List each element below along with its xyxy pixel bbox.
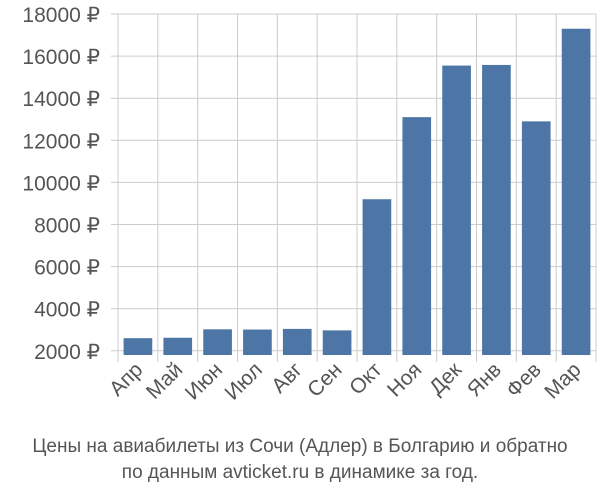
price-bar-chart: 2000 ₽ 4000 ₽ 6000 ₽ 8000 ₽ 10000 ₽ 12000 ₽ 14…: [22, 4, 597, 405]
y-tick-label: 14000 ₽: [22, 88, 100, 111]
grid-lines: [111, 13, 597, 362]
x-tick-label: Июн: [181, 358, 227, 404]
bars: [123, 28, 591, 356]
bar: [362, 199, 392, 355]
y-tick-label: 6000 ₽: [34, 257, 100, 280]
x-tick-label: Апр: [105, 358, 147, 400]
y-tick-label: 2000 ₽: [34, 341, 100, 364]
bar: [482, 64, 511, 355]
bar: [203, 329, 232, 355]
bar: [322, 330, 352, 355]
bar: [163, 337, 193, 355]
x-tick-label: Май: [142, 358, 187, 403]
y-tick-label: 10000 ₽: [22, 172, 100, 195]
x-tick-label: Сен: [303, 358, 346, 401]
y-axis: 2000 ₽ 4000 ₽ 6000 ₽ 8000 ₽ 10000 ₽ 12000 ₽ 14…: [22, 4, 100, 364]
bar: [402, 117, 432, 356]
y-tick-label: 16000 ₽: [22, 46, 100, 69]
x-tick-label: Янв: [463, 358, 506, 401]
bar: [243, 329, 272, 355]
caption-line-1: Цены на авиабилеты из Сочи (Адлер) в Бол…: [32, 436, 568, 457]
bar: [561, 28, 591, 356]
x-tick-label: Авг: [267, 358, 307, 398]
x-tick-label: Мар: [540, 358, 585, 403]
x-tick-label: Окт: [345, 358, 387, 400]
y-tick-label: 12000 ₽: [22, 130, 100, 153]
x-tick-label: Июл: [221, 358, 267, 404]
y-tick-label: 18000 ₽: [22, 4, 100, 27]
bar: [442, 65, 471, 355]
bar: [123, 338, 153, 355]
bar: [282, 328, 312, 355]
caption-line-2: по данным avticket.ru в динамике за год.: [121, 462, 479, 483]
x-tick-label: Ноя: [383, 358, 426, 401]
y-tick-label: 4000 ₽: [34, 299, 100, 322]
x-tick-label: Фев: [502, 358, 546, 402]
x-tick-label: Дек: [425, 358, 467, 400]
bar: [521, 121, 551, 355]
y-tick-label: 8000 ₽: [34, 214, 100, 237]
